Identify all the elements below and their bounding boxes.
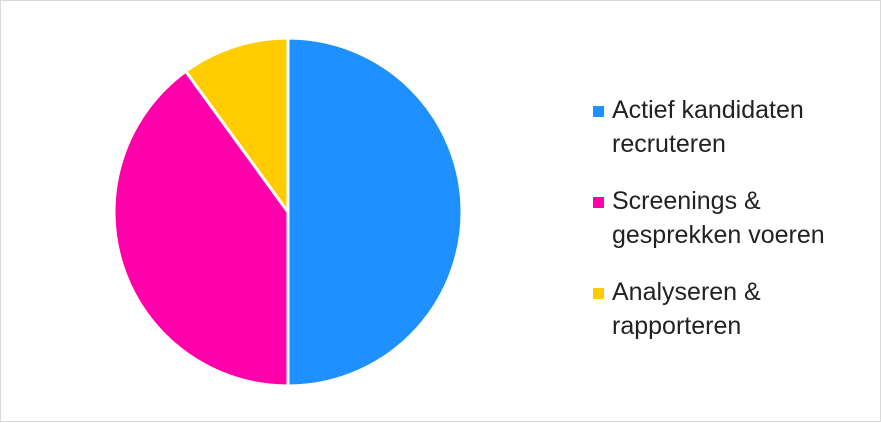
legend-item-screenings: Screenings & gesprekken voeren (593, 184, 873, 252)
legend-swatch (593, 106, 604, 117)
legend-swatch (593, 288, 604, 299)
pie-slice-analyseren (184, 36, 290, 214)
pie-slice-actief-kandidaten (286, 36, 464, 388)
legend-label: Analyseren & rapporteren (612, 278, 761, 340)
legend-item-analyseren: Analyseren & rapporteren (593, 275, 873, 343)
legend-item-actief-kandidaten: Actief kandidaten recruteren (593, 93, 873, 161)
legend-swatch (593, 197, 604, 208)
legend-label: Screenings & gesprekken voeren (612, 187, 825, 249)
pie-slice-screenings (112, 69, 290, 388)
legend: Actief kandidaten recruteren Screenings … (593, 93, 873, 366)
legend-label: Actief kandidaten recruteren (612, 96, 804, 158)
